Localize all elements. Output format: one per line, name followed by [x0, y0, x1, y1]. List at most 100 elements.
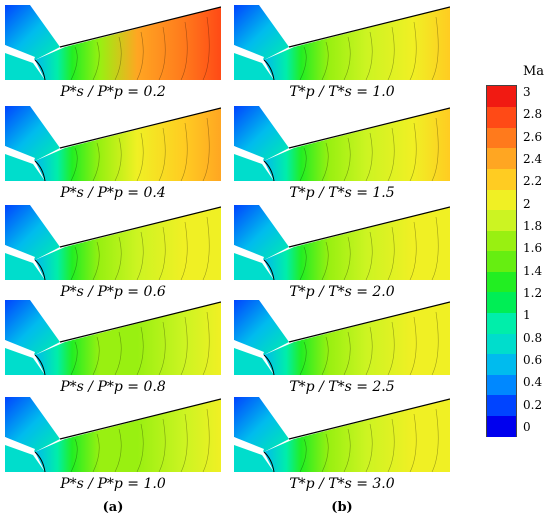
contour-line: [136, 231, 144, 280]
contour-line: [299, 147, 307, 181]
contour-line: [202, 408, 210, 472]
contour-line: [70, 438, 78, 472]
contour-line: [343, 428, 351, 472]
contour-line: [70, 246, 78, 280]
contour-line: [180, 221, 188, 280]
contour-line: [114, 36, 122, 80]
contour-line: [409, 122, 417, 181]
contour-line: [92, 142, 100, 181]
colorbar-tick-label: 1.6: [523, 241, 543, 256]
contour-line: [158, 418, 166, 472]
secondary-stream: [5, 154, 45, 181]
contour-panel-b1: [234, 5, 450, 80]
diffuser-wall: [59, 398, 221, 440]
colorbar-tick-label: 3: [523, 85, 531, 99]
contour-panel-a5: [5, 397, 221, 472]
flow-field: [35, 302, 221, 375]
colorbar-band: [487, 230, 516, 252]
caption-a2: P*s / P*p = 0.4: [60, 185, 166, 201]
nozzle-lip: [5, 146, 35, 163]
flow-field: [264, 399, 450, 472]
shear-layer-line: [34, 59, 46, 80]
contour-panel-a4: [5, 300, 221, 375]
caption-a4: P*s / P*p = 0.8: [60, 379, 166, 395]
primary-nozzle-flow: [5, 5, 60, 60]
contour-line: [202, 216, 210, 280]
contour-line: [158, 321, 166, 375]
secondary-stream: [5, 348, 45, 375]
primary-nozzle-flow: [5, 300, 60, 355]
flow-field: [35, 207, 221, 280]
contour-panel-b3: [234, 205, 450, 280]
contour-line: [431, 117, 439, 181]
secondary-stream: [234, 154, 274, 181]
contour-line: [343, 137, 351, 181]
diffuser-wall: [288, 6, 450, 48]
contour-line: [180, 316, 188, 375]
shear-layer-line: [263, 59, 275, 80]
contour-line: [365, 326, 373, 375]
nozzle-lip: [5, 245, 35, 262]
colorbar: [486, 85, 517, 437]
contour-line: [136, 326, 144, 375]
colorbar-tick-label: 1: [523, 308, 531, 323]
colorbar-tick-label: 2.6: [523, 129, 543, 144]
contour-line: [365, 423, 373, 472]
contour-line: [136, 423, 144, 472]
colorbar-tick-label: 1.2: [523, 286, 543, 300]
contour-line: [409, 21, 417, 80]
secondary-stream: [5, 445, 45, 472]
contour-line: [202, 16, 210, 80]
contour-line: [114, 428, 122, 472]
contour-line: [343, 331, 351, 375]
contour-line: [180, 21, 188, 80]
diffuser-wall: [59, 206, 221, 248]
shear-layer-line: [34, 451, 46, 472]
contour-line: [321, 41, 329, 80]
contour-line: [409, 413, 417, 472]
secondary-stream: [5, 253, 45, 280]
secondary-stream: [234, 348, 274, 375]
contour-line: [321, 433, 329, 472]
contour-line: [136, 31, 144, 80]
contour-line: [92, 336, 100, 375]
colorbar-tick-label: 2: [523, 196, 531, 211]
contour-line: [365, 132, 373, 181]
contour-line: [70, 46, 78, 80]
caption-b2: T*p / T*s = 1.5: [289, 185, 395, 201]
diffuser-wall: [288, 301, 450, 343]
nozzle-lip: [234, 340, 264, 357]
contour-line: [114, 331, 122, 375]
flow-field: [35, 108, 221, 181]
secondary-stream: [234, 253, 274, 280]
colorbar-tick-label: 0.4: [523, 375, 543, 390]
contour-line: [180, 413, 188, 472]
colorbar-band: [487, 106, 516, 128]
contour-line: [387, 26, 395, 80]
colorbar-band: [487, 250, 516, 272]
contour-line: [92, 433, 100, 472]
nozzle-lip: [234, 437, 264, 454]
shear-layer-line: [34, 259, 46, 280]
contour-line: [180, 122, 188, 181]
diffuser-wall: [59, 301, 221, 343]
nozzle-lip: [234, 146, 264, 163]
primary-nozzle-flow: [5, 397, 60, 452]
contour-plot: [5, 300, 221, 375]
colorbar-band: [487, 209, 516, 231]
contour-line: [431, 216, 439, 280]
contour-line: [343, 236, 351, 280]
diffuser-wall: [288, 206, 450, 248]
colorbar-tick-label: 0: [523, 420, 531, 434]
contour-plot: [5, 205, 221, 280]
contour-line: [158, 26, 166, 80]
secondary-stream: [5, 53, 45, 80]
nozzle-lip: [234, 245, 264, 262]
contour-line: [158, 226, 166, 280]
flow-field: [35, 399, 221, 472]
colorbar-tick-label: 0.6: [523, 353, 543, 367]
colorbar-band: [487, 127, 516, 149]
contour-plot: [5, 106, 221, 181]
contour-line: [136, 132, 144, 181]
primary-nozzle-flow: [234, 5, 289, 60]
